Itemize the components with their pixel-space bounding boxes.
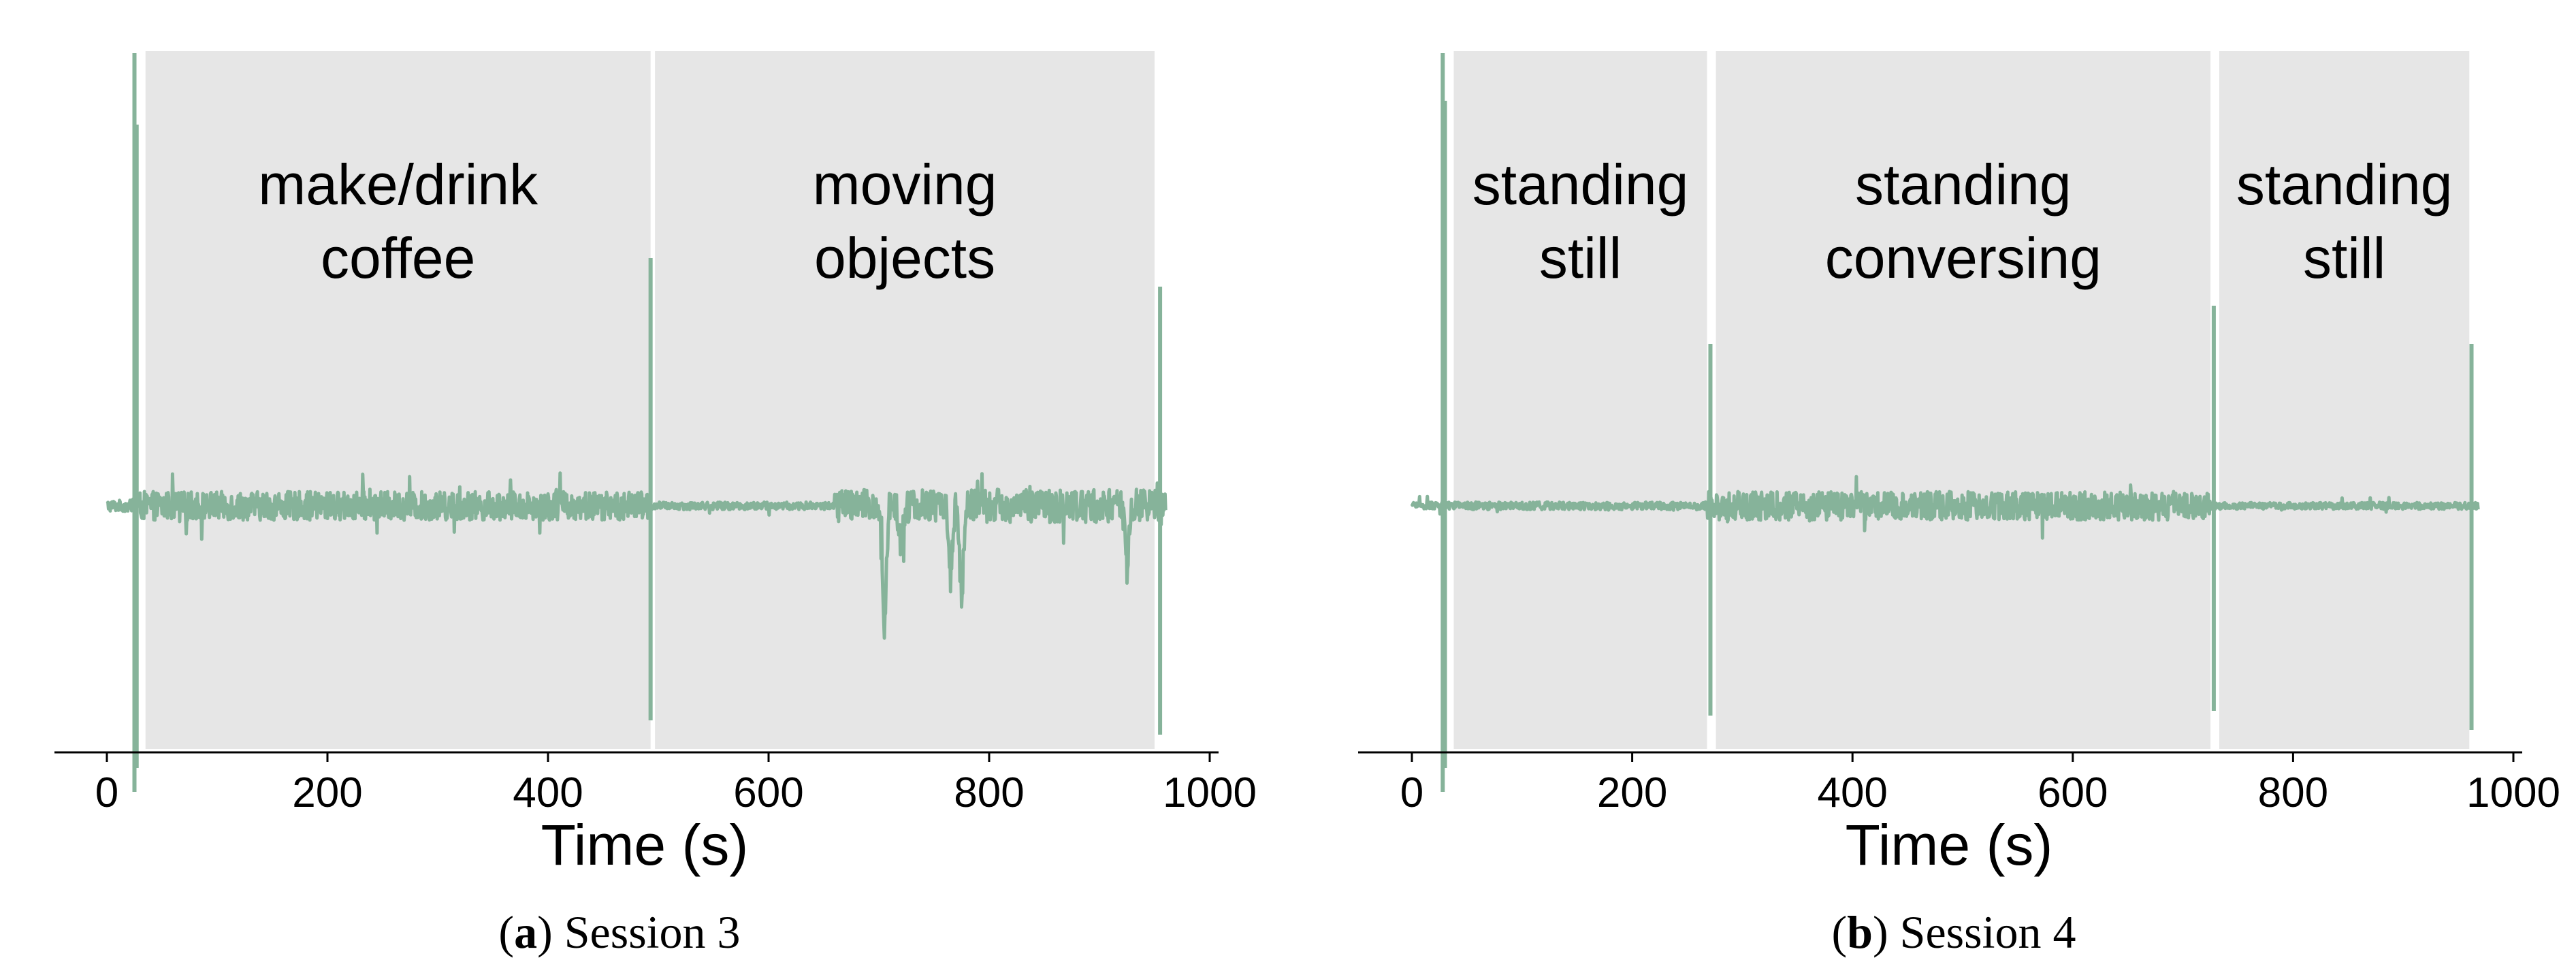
caption-letter: a — [514, 906, 538, 958]
panel-session-4: standing still standing conversing standing s… — [1358, 51, 2560, 877]
region-label-2: standing still — [2236, 153, 2453, 290]
activity-region-0 — [145, 51, 651, 749]
region-label-1: moving objects — [813, 153, 997, 290]
x-tick-label-0: 0 — [1400, 769, 1423, 816]
signal-line — [106, 471, 1168, 640]
x-tick-label-1: 200 — [292, 769, 362, 816]
x-tick-label-3: 600 — [2038, 769, 2108, 816]
x-tick-label-2: 400 — [513, 769, 583, 816]
activity-region-0 — [1453, 51, 1707, 749]
x-tick-label-5: 1000 — [1163, 769, 1257, 816]
signal-line — [1410, 475, 2480, 540]
caption-session-4: (b) Session 4 — [1831, 906, 2076, 958]
caption-letter: b — [1847, 906, 1873, 958]
region-label-0: standing still — [1472, 153, 1689, 290]
caption-text: Session 4 — [1888, 906, 2076, 958]
region-label-0: make/drink coffee — [258, 153, 538, 290]
x-tick-label-1: 200 — [1597, 769, 1667, 816]
region-label-1: standing conversing — [1825, 153, 2102, 290]
x-axis-label: Time (s) — [1846, 813, 2053, 877]
activity-region-1 — [655, 51, 1155, 749]
x-tick-label-2: 400 — [1817, 769, 1887, 816]
caption-session-3: (a) Session 3 — [498, 906, 741, 958]
caption-text: Session 3 — [552, 906, 741, 958]
x-tick-label-5: 1000 — [2466, 769, 2560, 816]
x-tick-label-0: 0 — [95, 769, 118, 816]
x-axis-label: Time (s) — [541, 813, 749, 877]
activity-region-2 — [2219, 51, 2470, 749]
x-tick-label-4: 800 — [954, 769, 1024, 816]
x-tick-label-3: 600 — [733, 769, 803, 816]
activity-region-1 — [1716, 51, 2211, 749]
panel-session-3: make/drink coffee moving objects 0 200 400 600 8… — [54, 51, 1257, 877]
x-tick-label-4: 800 — [2258, 769, 2328, 816]
